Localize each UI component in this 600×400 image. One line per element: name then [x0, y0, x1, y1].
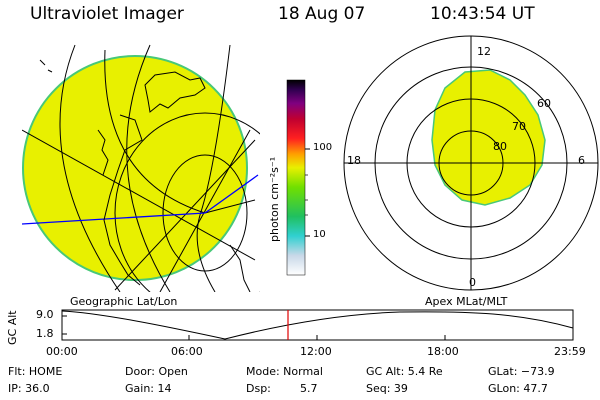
altitude-ylabel: GC Alt: [6, 310, 19, 345]
mlat-70-label: 70: [512, 120, 526, 133]
colorbar: [286, 79, 306, 276]
info-glon: GLon: 47.7: [488, 382, 548, 395]
info-dsp-value: 5.7: [300, 382, 318, 395]
altitude-ytick-bottom: 1.8: [36, 327, 54, 340]
geographic-caption: Geographic Lat/Lon: [70, 295, 178, 308]
info-flt: Flt: HOME: [8, 365, 63, 378]
auroral-oval: [431, 69, 546, 206]
altitude-xtick: 12:00: [300, 345, 332, 358]
colorbar-tick-10: 10: [313, 229, 326, 240]
altitude-curve: [61, 310, 574, 340]
instrument-title: Ultraviolet Imager: [30, 4, 184, 24]
altitude-panel: [61, 309, 574, 341]
altitude-xtick: 23:59: [554, 345, 586, 358]
time-label: 10:43:54 UT: [430, 4, 535, 24]
mlat-80-label: 80: [493, 140, 507, 153]
info-dsp-label: Dsp:: [246, 382, 271, 395]
mlt-noon-label: 12: [477, 45, 491, 58]
info-ip: IP: 36.0: [8, 382, 50, 395]
info-gcalt: GC Alt: 5.4 Re: [366, 365, 443, 378]
mlt-midnight-label: 0: [469, 276, 476, 289]
info-seq: Seq: 39: [366, 382, 408, 395]
apex-caption: Apex MLat/MLT: [425, 295, 508, 308]
info-mode: Mode: Normal: [246, 365, 323, 378]
geographic-map: [22, 44, 260, 292]
altitude-ytick-top: 9.0: [36, 308, 54, 321]
altitude-xtick: 18:00: [427, 345, 459, 358]
altitude-xtick: 00:00: [46, 345, 78, 358]
mlt-dusk-label: 18: [347, 154, 361, 167]
date-label: 18 Aug 07: [278, 4, 366, 24]
colorbar-unit: photon cm⁻²s⁻¹: [268, 156, 281, 242]
mlt-dawn-label: 6: [578, 154, 585, 167]
info-door: Door: Open: [125, 365, 188, 378]
mlat-60-label: 60: [537, 97, 551, 110]
altitude-xtick: 06:00: [171, 345, 203, 358]
colorbar-tick-100: 100: [313, 142, 333, 153]
info-gain: Gain: 14: [125, 382, 172, 395]
info-glat: GLat: −73.9: [488, 365, 555, 378]
polar-map: [343, 35, 599, 291]
